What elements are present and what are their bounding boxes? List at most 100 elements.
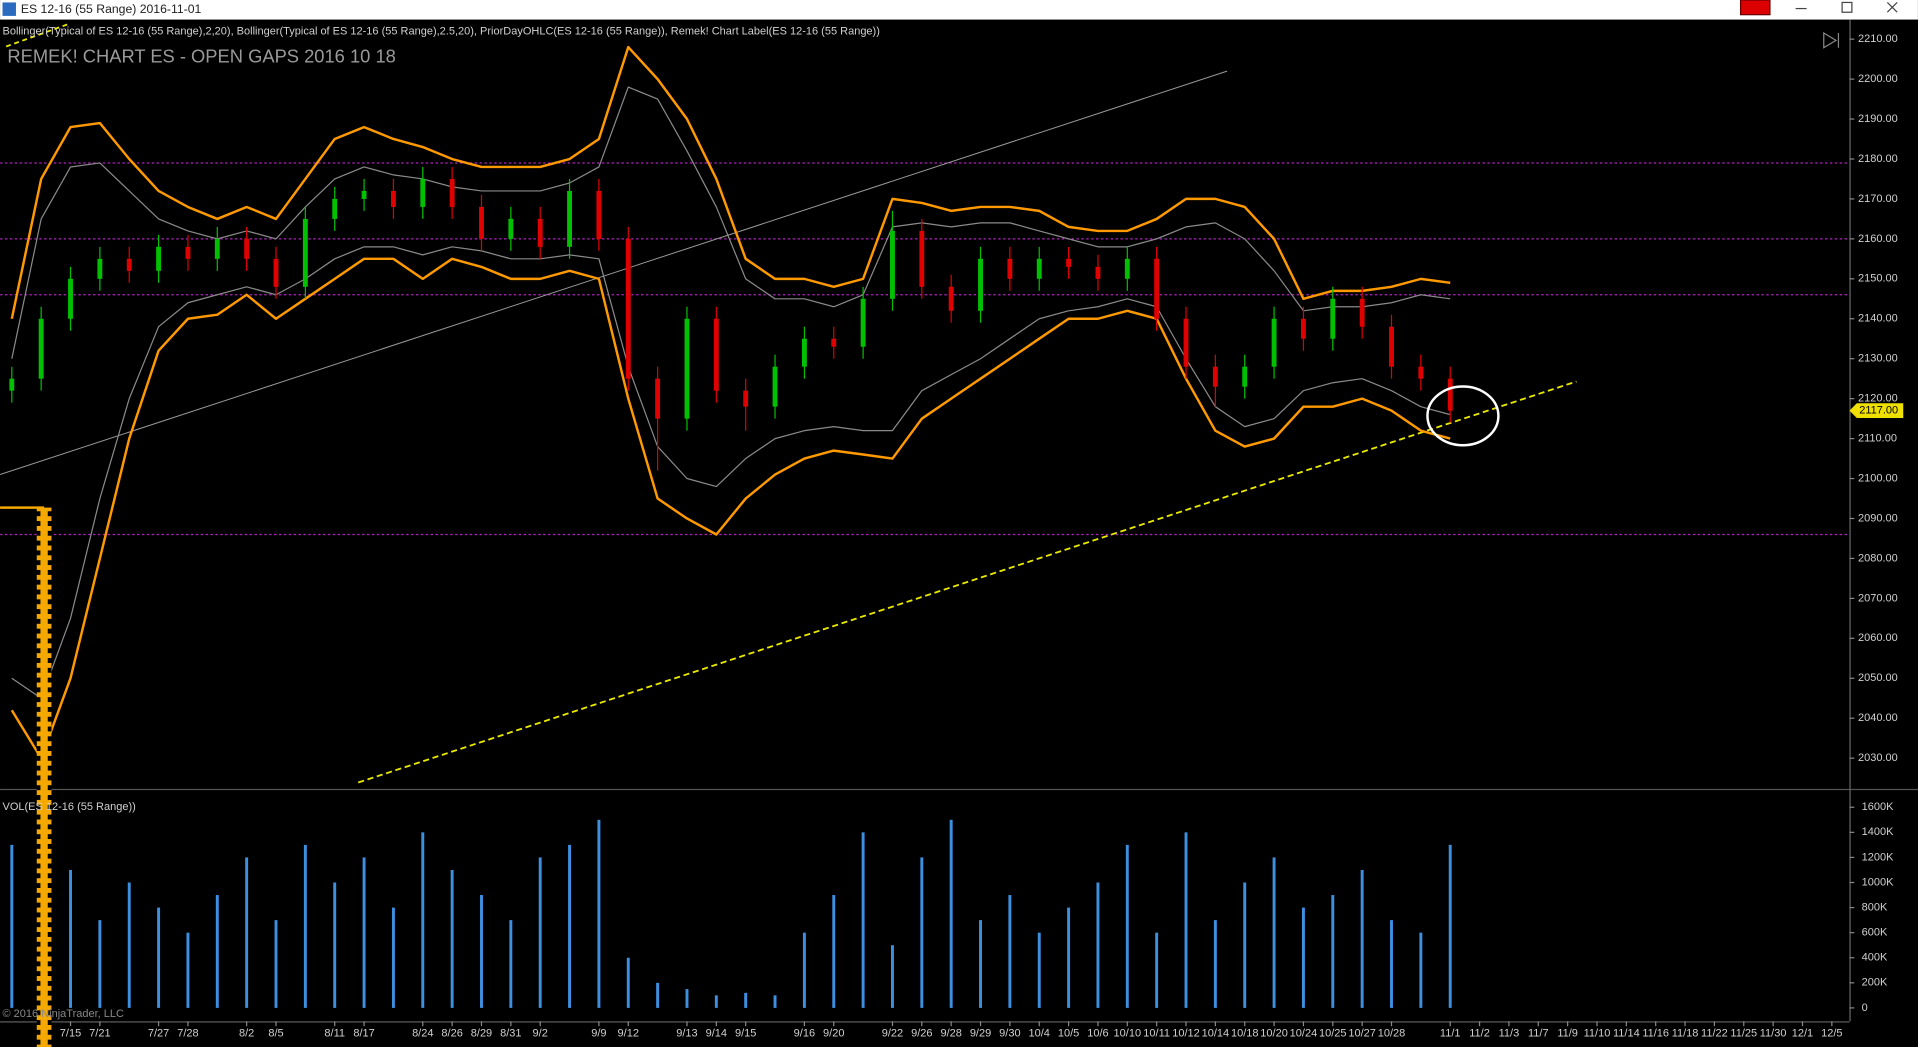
volume-bar	[568, 844, 572, 1008]
volume-bar	[1390, 920, 1393, 1008]
x-tick-label: 10/25	[1319, 1027, 1347, 1039]
candle-body	[332, 198, 338, 219]
candle-body	[948, 286, 954, 311]
volume-bar	[890, 945, 894, 1008]
y-tick-label: 2150.00	[1858, 273, 1898, 285]
x-tick-label: 11/18	[1672, 1027, 1699, 1039]
candle-body	[361, 190, 367, 199]
candle-body	[978, 258, 983, 311]
bollinger-line	[11, 86, 1451, 359]
candle-body	[449, 178, 455, 207]
volume-bar	[421, 832, 425, 1008]
x-tick-label: 9/15	[735, 1027, 756, 1039]
close-button[interactable]	[1886, 2, 1898, 13]
volume-bar	[127, 882, 131, 1008]
title-bar	[0, 0, 1918, 20]
y-tick-label: 2100.00	[1858, 472, 1898, 484]
volume-bar	[391, 907, 395, 1008]
candle-body	[38, 318, 44, 379]
x-tick-label: 12/5	[1821, 1027, 1842, 1039]
volume-bar	[802, 932, 806, 1008]
candle-body	[1007, 258, 1013, 279]
y-tick-label: 2090.00	[1858, 512, 1898, 524]
x-tick-label: 11/7	[1528, 1027, 1549, 1039]
x-tick-label: 8/29	[471, 1027, 492, 1039]
candle-body	[1183, 318, 1189, 367]
candle-body	[9, 378, 15, 391]
candle-body	[1212, 366, 1218, 387]
x-tick-label: 8/26	[441, 1027, 462, 1039]
x-tick-label: 8/5	[268, 1027, 283, 1039]
candle-body	[126, 258, 132, 271]
x-tick-label: 8/24	[412, 1027, 433, 1039]
x-tick-label: 11/2	[1469, 1027, 1490, 1039]
volume-bar	[597, 819, 601, 1008]
candle-body	[801, 338, 807, 367]
candle-body	[1154, 258, 1160, 319]
volume-bar	[69, 869, 72, 1008]
volume-bar	[1360, 869, 1364, 1008]
scroll-end-button[interactable]	[1823, 31, 1840, 49]
volume-bar	[1331, 895, 1335, 1008]
last-price-label: 2117.00	[1859, 405, 1898, 417]
candle-body	[1300, 318, 1306, 339]
trend-line	[357, 380, 1577, 784]
restore-button[interactable]	[1841, 1, 1853, 13]
x-tick-label: 11/1	[1440, 1027, 1461, 1039]
volume-bar	[1301, 907, 1305, 1008]
y-tick-label: 2040.00	[1858, 712, 1898, 724]
y-tick-label: 600K	[1862, 927, 1888, 939]
volume-title: VOL(ES 12-16 (55 Range))	[3, 801, 136, 813]
volume-bar	[1008, 895, 1012, 1008]
candle-body	[1242, 366, 1248, 387]
candle-body	[772, 366, 778, 407]
axes: 2030.00 2040.00 2050.00 2060.00 2070.00 2080.…	[60, 33, 1904, 1039]
volume-bar	[157, 907, 161, 1008]
volume-bar	[215, 895, 219, 1008]
x-tick-label: 9/30	[999, 1027, 1020, 1039]
candle-body	[1330, 298, 1336, 339]
y-tick-label: 2190.00	[1858, 113, 1898, 125]
volume-bar	[1037, 932, 1041, 1008]
x-tick-label: 9/22	[882, 1027, 903, 1039]
x-tick-label: 9/28	[940, 1027, 961, 1039]
y-tick-label: 1200K	[1862, 851, 1894, 863]
bollinger-line	[10, 45, 1451, 319]
candle-body	[713, 318, 719, 391]
volume-bar	[538, 857, 542, 1008]
volume-bar	[979, 920, 982, 1008]
x-tick-label: 10/20	[1260, 1027, 1288, 1039]
x-tick-label: 8/17	[353, 1027, 374, 1039]
copyright: © 2016 NinjaTrader, LLC	[3, 1008, 124, 1020]
y-tick-label: 2210.00	[1858, 33, 1898, 45]
candle-body	[1095, 266, 1101, 279]
candle-body	[743, 390, 749, 407]
x-tick-label: 8/11	[324, 1027, 345, 1039]
alert-button[interactable]	[1739, 0, 1771, 16]
volume-bar	[186, 932, 190, 1008]
x-tick-label: 10/11	[1143, 1027, 1170, 1039]
volume-bar	[1184, 832, 1188, 1008]
y-tick-label: 2080.00	[1858, 552, 1898, 564]
y-tick-label: 2180.00	[1858, 153, 1898, 165]
x-tick-label: 11/25	[1730, 1027, 1757, 1039]
y-tick-label: 2140.00	[1858, 313, 1898, 325]
window-title: ES 12-16 (55 Range) 2016-11-01	[21, 2, 202, 16]
candle-body	[684, 318, 690, 419]
y-tick-label: 2200.00	[1858, 73, 1898, 85]
candle-body	[1418, 366, 1424, 379]
x-tick-label: 10/24	[1290, 1027, 1318, 1039]
x-tick-label: 10/6	[1087, 1027, 1108, 1039]
volume-bar	[949, 819, 953, 1008]
x-tick-label: 11/14	[1613, 1027, 1640, 1039]
candle-body	[1066, 258, 1072, 267]
x-tick-label: 11/9	[1557, 1027, 1578, 1039]
y-tick-label: 1400K	[1862, 826, 1894, 838]
candle-body	[390, 190, 396, 207]
volume-bar	[274, 920, 278, 1008]
candle-body	[919, 230, 925, 287]
x-tick-label: 11/16	[1642, 1027, 1669, 1039]
drawing-segment	[5, 23, 68, 48]
